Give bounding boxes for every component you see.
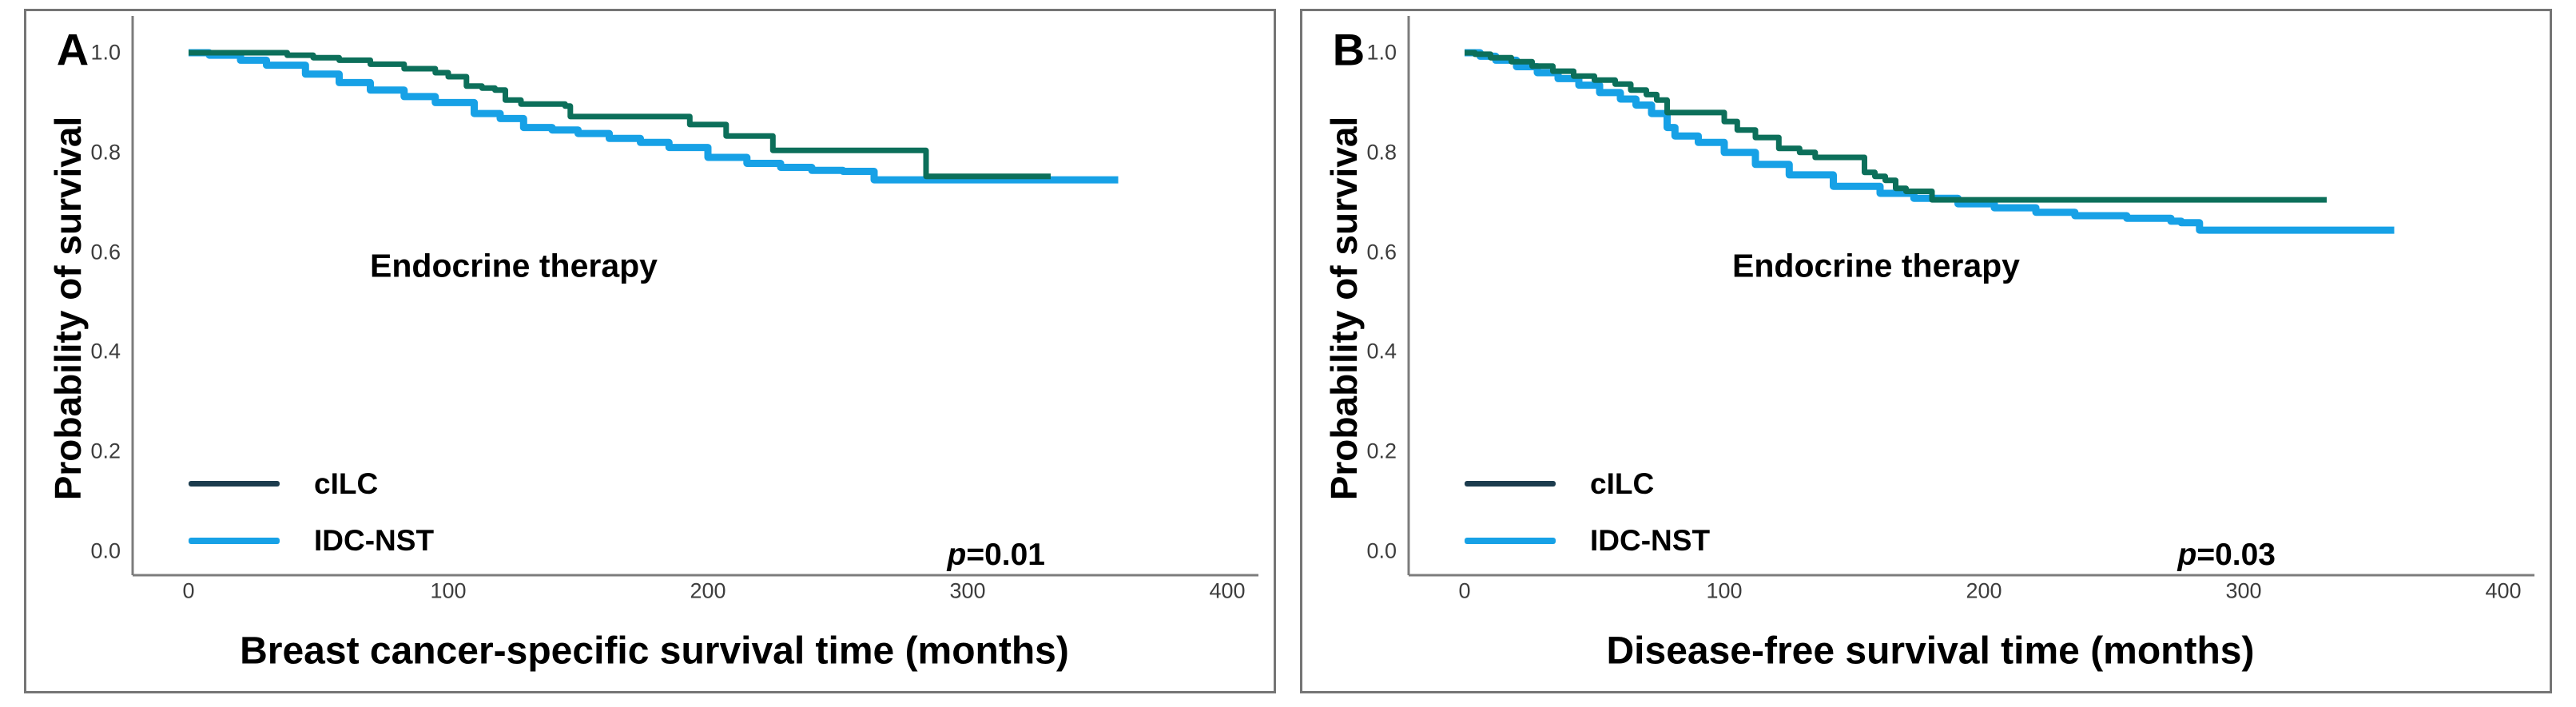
legend-label-idc-nst: IDC-NST: [1590, 524, 1711, 557]
legend-label-cilc: cILC: [314, 467, 379, 500]
p-value-number: =0.03: [2196, 538, 2276, 572]
y-tick-label: 0.2: [90, 439, 121, 463]
y-tick-label: 0.0: [1366, 538, 1397, 563]
x-tick-label: 0: [182, 578, 195, 603]
p-value-symbol: p: [2177, 538, 2197, 572]
curve-cilc-panel-b: [1465, 50, 2327, 203]
legend-label-cilc: cILC: [1590, 467, 1655, 500]
y-tick-label: 1.0: [1366, 40, 1397, 65]
p-value-symbol: p: [947, 538, 967, 572]
y-tick-label: 0.2: [1366, 439, 1397, 463]
y-tick-label: 0.6: [90, 240, 121, 264]
y-tick-label: 1.0: [90, 40, 121, 65]
y-tick-label: 0.8: [1366, 140, 1397, 165]
p-value-number: =0.01: [966, 538, 1045, 572]
p-value: p=0.03: [2177, 538, 2276, 573]
x-tick-label: 400: [2485, 578, 2522, 603]
x-tick-label: 300: [949, 578, 986, 603]
x-tick-label: 100: [430, 578, 467, 603]
curve-cilc-panel-a: [189, 50, 1051, 180]
legend-swatch-cilc: [1465, 481, 1556, 487]
curves-b: [1465, 49, 2395, 234]
curve-idc-nst-panel-a: [189, 49, 1119, 184]
panel-letter: A: [56, 24, 89, 75]
x-tick-label: 300: [2225, 578, 2262, 603]
legend-swatch-cilc: [189, 481, 280, 487]
p-value: p=0.01: [947, 538, 1045, 573]
x-tick-label: 200: [690, 578, 726, 603]
legend-swatch-idc-nst: [189, 538, 280, 544]
x-axis-title: Disease-free survival time (months): [1606, 630, 2255, 673]
panel-b: B Probability of survival 1.0 0.8 0.6 0.…: [1300, 9, 2552, 693]
x-tick-label: 200: [1966, 578, 2002, 603]
y-tick-label: 0.4: [90, 339, 121, 363]
y-tick-label: 0.8: [90, 140, 121, 165]
plot-svg-A: [131, 16, 1258, 577]
x-tick-label: 0: [1458, 578, 1471, 603]
legend-label-idc-nst: IDC-NST: [314, 524, 435, 557]
y-tick-label: 0.6: [1366, 240, 1397, 264]
y-tick-label: 0.0: [90, 538, 121, 563]
panel-letter: B: [1332, 24, 1366, 75]
annotation-endocrine-therapy: Endocrine therapy: [370, 247, 658, 284]
x-tick-label: 400: [1209, 578, 1246, 603]
panel-a: A Probability of survival 1.0 0.8 0.6 0.…: [24, 9, 1276, 693]
legend-swatch-idc-nst: [1465, 538, 1556, 544]
y-tick-label: 0.4: [1366, 339, 1397, 363]
annotation-endocrine-therapy: Endocrine therapy: [1732, 247, 2020, 284]
x-tick-label: 100: [1706, 578, 1743, 603]
plot-svg-B: [1407, 16, 2534, 577]
x-axis-title: Breast cancer-specific survival time (mo…: [240, 630, 1069, 673]
curves-a: [189, 49, 1119, 184]
